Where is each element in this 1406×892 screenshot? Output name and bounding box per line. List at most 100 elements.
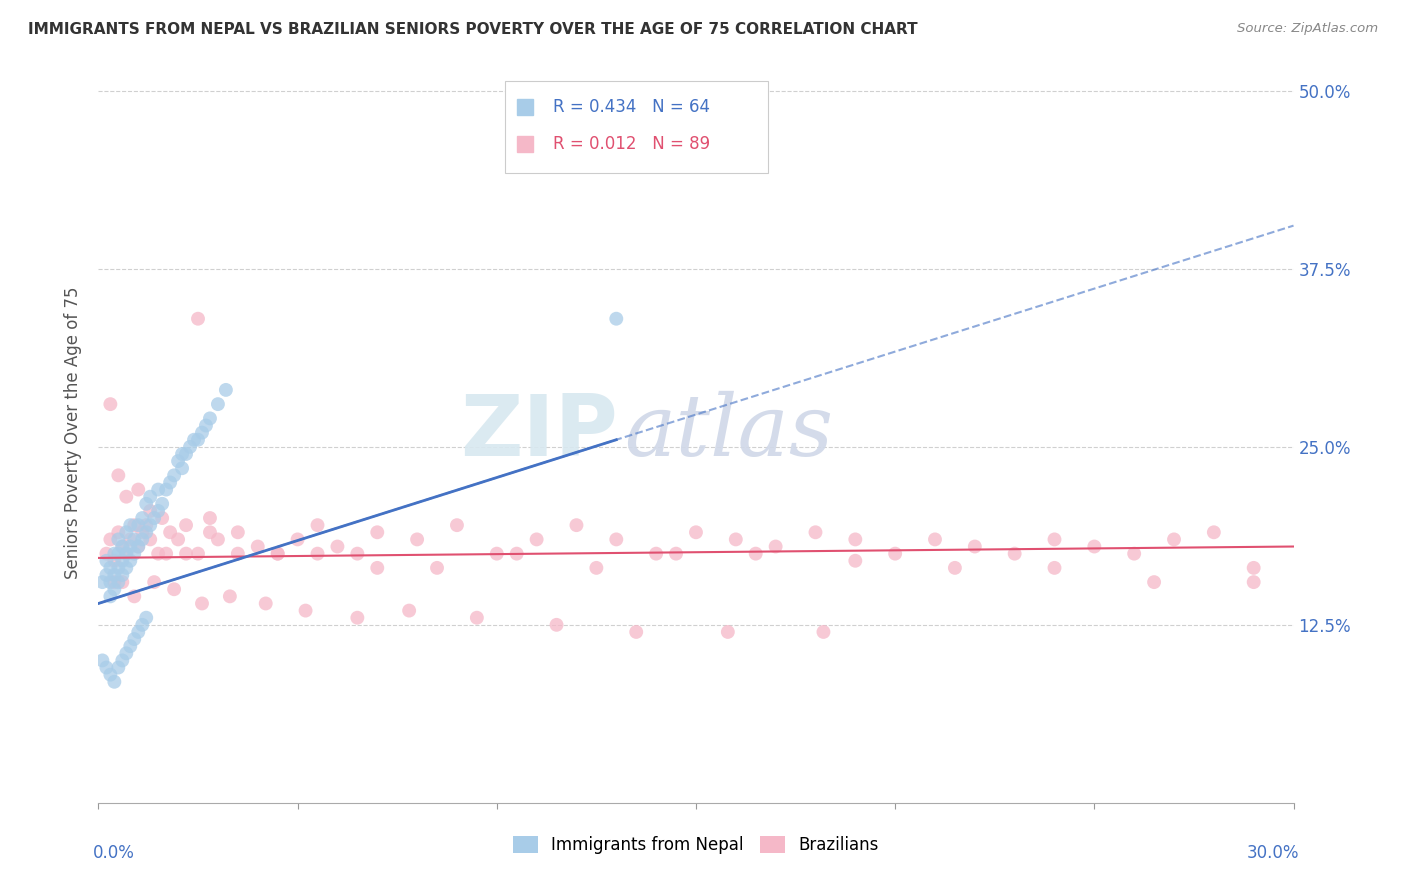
Text: R = 0.012   N = 89: R = 0.012 N = 89 (553, 135, 710, 153)
Point (717, 624, 740, 639)
Point (506, 547, 529, 561)
Point (366, 561, 388, 575)
Point (1143, 575, 1166, 590)
Point (174, 447, 197, 461)
Point (183, 433, 205, 447)
Y-axis label: Seniors Poverty Over the Age of 75: Seniors Poverty Over the Age of 75 (65, 286, 83, 579)
Point (172, 461, 194, 475)
Point (115, 547, 138, 561)
Point (465, 610, 488, 624)
Text: 0.0%: 0.0% (93, 844, 135, 862)
Point (91, 653, 114, 667)
Point (127, 624, 149, 639)
Point (685, 525, 707, 540)
Point (139, 504, 162, 518)
Point (91, 575, 114, 590)
Point (135, 610, 157, 624)
Point (1163, 533, 1185, 547)
Point (131, 511, 153, 525)
Point (148, 483, 170, 497)
Point (1202, 525, 1225, 540)
Point (1043, 561, 1066, 575)
Point (107, 547, 129, 561)
Point (195, 418, 218, 433)
Point (346, 547, 368, 561)
Point (267, 547, 290, 561)
Point (111, 554, 134, 568)
Point (167, 533, 190, 547)
Point (267, 547, 290, 561)
Point (215, 383, 238, 397)
Point (159, 525, 181, 540)
Point (485, 547, 508, 561)
Point (115, 561, 138, 575)
Point (963, 540, 986, 554)
Point (207, 533, 229, 547)
Point (924, 533, 946, 547)
Point (765, 540, 787, 554)
Point (111, 575, 134, 590)
Point (107, 468, 129, 483)
Point (148, 504, 170, 518)
Point (124, 590, 146, 604)
Point (139, 490, 162, 504)
Point (526, 533, 548, 547)
Legend: Immigrants from Nepal, Brazilians: Immigrants from Nepal, Brazilians (506, 830, 886, 861)
Point (115, 525, 138, 540)
Point (307, 518, 329, 533)
FancyBboxPatch shape (505, 81, 768, 173)
Point (804, 525, 827, 540)
Point (127, 540, 149, 554)
Point (135, 525, 157, 540)
Point (426, 561, 449, 575)
Point (107, 575, 129, 590)
Point (131, 617, 153, 632)
Point (724, 533, 747, 547)
Point (1043, 533, 1066, 547)
Point (187, 311, 209, 326)
Text: ZIP: ZIP (461, 391, 619, 475)
Text: atlas: atlas (624, 392, 834, 474)
Point (111, 653, 134, 667)
Point (107, 533, 129, 547)
Point (96, 568, 118, 582)
Point (163, 582, 186, 597)
Point (844, 554, 866, 568)
Point (246, 540, 269, 554)
Point (179, 440, 201, 454)
Point (1243, 575, 1265, 590)
Point (103, 547, 125, 561)
Point (131, 533, 153, 547)
Point (198, 511, 221, 525)
Point (103, 674, 125, 689)
Point (131, 525, 153, 540)
Text: IMMIGRANTS FROM NEPAL VS BRAZILIAN SENIORS POVERTY OVER THE AGE OF 75 CORRELATIO: IMMIGRANTS FROM NEPAL VS BRAZILIAN SENIO… (28, 22, 918, 37)
Point (1243, 561, 1265, 575)
Point (174, 547, 197, 561)
Point (346, 610, 368, 624)
Point (191, 597, 214, 611)
Point (198, 411, 221, 425)
Point (120, 540, 142, 554)
Point (98, 667, 122, 681)
Point (107, 525, 129, 540)
Point (115, 547, 138, 561)
Point (884, 547, 907, 561)
Point (167, 454, 190, 468)
Point (115, 490, 138, 504)
Point (626, 624, 648, 639)
Point (96, 554, 118, 568)
Point (98, 533, 122, 547)
Point (127, 518, 149, 533)
Point (103, 582, 125, 597)
Point (120, 639, 142, 653)
Point (546, 617, 568, 632)
Point (665, 547, 688, 561)
Point (813, 624, 835, 639)
Point (163, 468, 186, 483)
Point (844, 533, 866, 547)
Point (219, 590, 242, 604)
Point (124, 518, 146, 533)
Point (107, 561, 129, 575)
Point (98, 575, 122, 590)
